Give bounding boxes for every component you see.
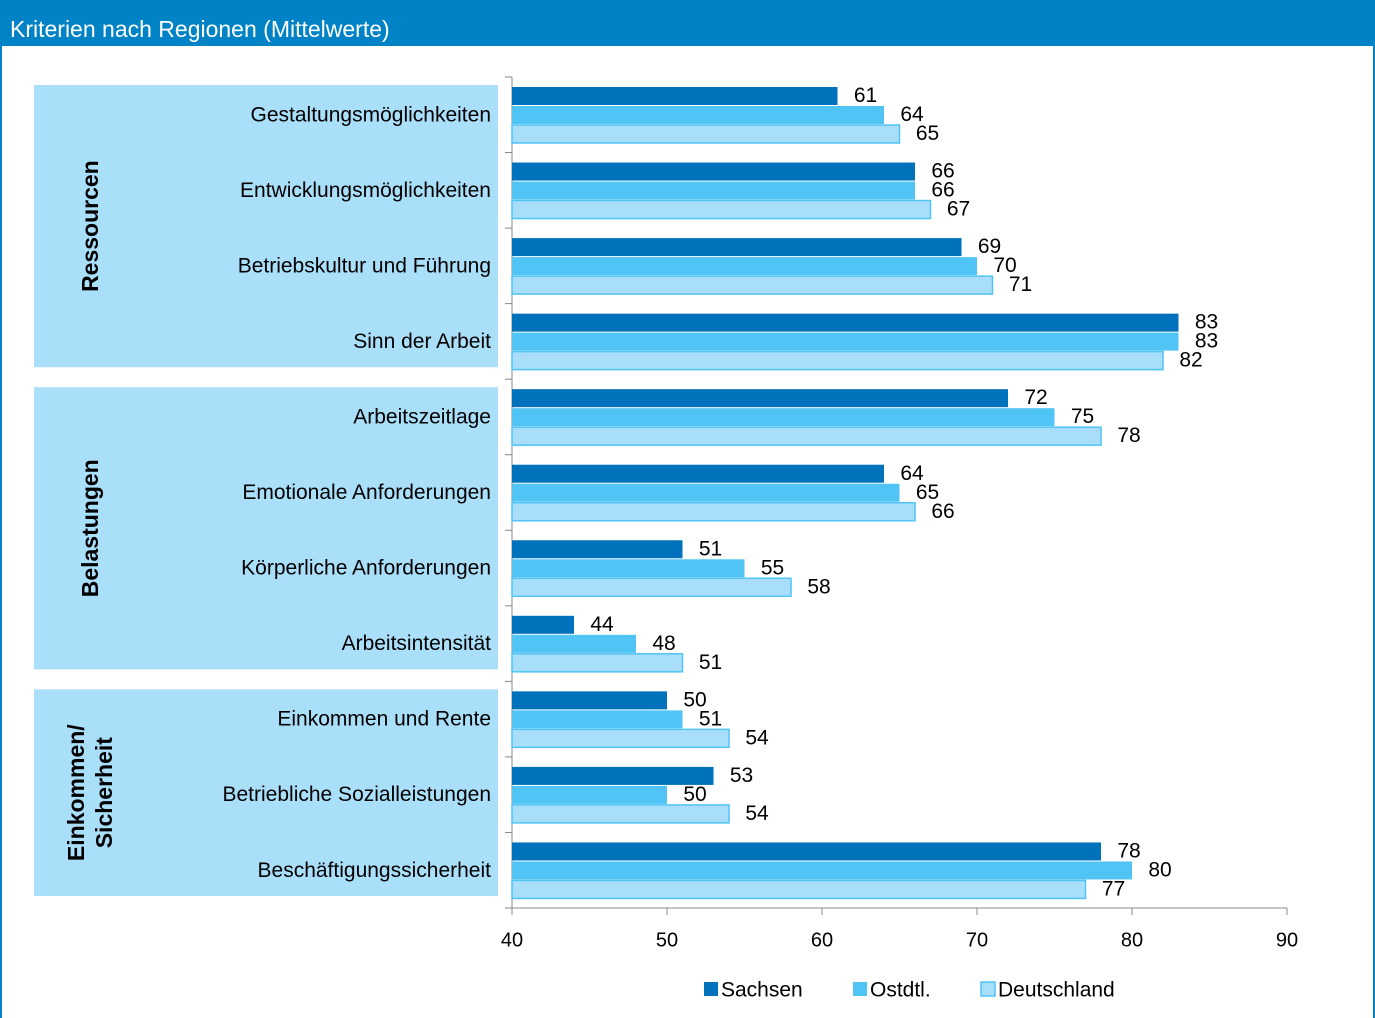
bar xyxy=(511,804,730,824)
bar xyxy=(512,710,683,729)
category-label: Betriebliche Sozialleistungen xyxy=(223,783,492,806)
category-label: Beschäftigungssicherheit xyxy=(258,859,492,882)
data-label: 77 xyxy=(1102,878,1125,901)
category-label: Betriebskultur und Führung xyxy=(238,254,491,277)
data-label: 55 xyxy=(761,556,784,579)
x-tick-label: 40 xyxy=(501,929,523,951)
group-label: Sicherheit xyxy=(91,737,117,849)
data-label: 80 xyxy=(1148,859,1171,882)
data-label: 65 xyxy=(916,481,939,504)
category-label: Körperliche Anforderungen xyxy=(241,557,491,580)
category-label: Arbeitsintensität xyxy=(342,632,492,655)
bar xyxy=(512,861,1132,880)
category-label: Einkommen und Rente xyxy=(277,708,491,731)
bar xyxy=(512,106,884,124)
bar xyxy=(512,313,1179,332)
data-label: 50 xyxy=(683,688,706,711)
data-label: 54 xyxy=(745,726,769,749)
data-label: 48 xyxy=(652,632,675,655)
legend-label: Ostdtl. xyxy=(870,979,931,1002)
bar xyxy=(511,199,932,220)
data-label: 65 xyxy=(916,122,939,145)
data-label: 72 xyxy=(1024,386,1047,409)
legend-swatch xyxy=(980,981,996,997)
legend-swatch xyxy=(853,982,867,996)
data-label: 51 xyxy=(699,537,722,560)
bar xyxy=(512,842,1101,861)
group-box xyxy=(34,85,498,368)
data-label: 82 xyxy=(1179,349,1202,372)
bar xyxy=(512,181,915,200)
data-label: 66 xyxy=(931,160,954,183)
data-label: 51 xyxy=(699,651,722,674)
data-label: 66 xyxy=(931,500,954,523)
bar xyxy=(512,540,683,559)
legend-label: Sachsen xyxy=(721,979,803,1002)
data-label: 61 xyxy=(854,84,877,107)
bar xyxy=(512,162,915,181)
bar xyxy=(511,426,1102,446)
data-label: 66 xyxy=(931,179,954,202)
data-label: 83 xyxy=(1195,311,1218,334)
bar xyxy=(512,87,838,105)
data-label: 78 xyxy=(1117,840,1140,863)
data-label: 58 xyxy=(807,575,830,598)
bar xyxy=(512,257,977,276)
legend-swatch xyxy=(704,982,718,996)
category-label: Arbeitszeitlage xyxy=(353,406,491,429)
group-label: Belastungen xyxy=(77,459,103,597)
bar xyxy=(512,483,900,502)
bar xyxy=(511,501,916,522)
data-label: 75 xyxy=(1071,405,1094,428)
x-tick-label: 60 xyxy=(811,929,833,951)
bar xyxy=(512,464,884,483)
bar xyxy=(511,728,730,749)
bar xyxy=(511,577,792,598)
chart-title: Kriterien nach Regionen (Mittelwerte) xyxy=(10,16,390,42)
bar xyxy=(511,350,1164,371)
bar xyxy=(512,238,962,257)
category-label: Sinn der Arbeit xyxy=(353,330,491,353)
bar xyxy=(511,275,994,295)
category-label: Emotionale Anforderungen xyxy=(242,481,491,504)
x-tick-label: 70 xyxy=(966,929,988,951)
data-label: 71 xyxy=(1009,273,1032,296)
bar xyxy=(511,653,684,673)
data-label: 54 xyxy=(745,802,769,825)
data-label: 44 xyxy=(590,613,614,636)
category-label: Entwicklungsmöglichkeiten xyxy=(240,179,491,202)
data-label: 50 xyxy=(683,783,706,806)
header-bar xyxy=(0,0,1375,46)
data-label: 64 xyxy=(900,462,924,485)
legend-label: Deutschland xyxy=(998,979,1115,1002)
data-label: 53 xyxy=(730,764,753,787)
bar xyxy=(512,785,667,804)
bar xyxy=(512,408,1055,427)
bar xyxy=(511,879,1087,900)
category-label: Gestaltungsmöglichkeiten xyxy=(251,103,491,126)
bar xyxy=(512,691,667,710)
data-label: 69 xyxy=(978,235,1001,258)
data-label: 83 xyxy=(1195,330,1218,353)
data-label: 64 xyxy=(900,103,924,126)
bar xyxy=(512,332,1179,351)
x-tick-label: 80 xyxy=(1121,929,1143,951)
bar xyxy=(512,389,1008,408)
group-box xyxy=(34,689,498,896)
bar xyxy=(512,615,574,634)
data-label: 70 xyxy=(993,254,1016,277)
data-label: 51 xyxy=(699,707,722,730)
data-label: 78 xyxy=(1117,424,1140,447)
x-tick-label: 90 xyxy=(1276,929,1298,951)
bar xyxy=(512,634,636,653)
x-tick-label: 50 xyxy=(656,929,678,951)
data-label: 67 xyxy=(947,198,970,221)
bar xyxy=(512,766,714,785)
bar xyxy=(511,124,901,144)
group-label: Einkommen/ xyxy=(63,724,89,861)
bar xyxy=(512,559,745,578)
group-label: Ressourcen xyxy=(77,160,103,292)
group-box xyxy=(34,387,498,670)
